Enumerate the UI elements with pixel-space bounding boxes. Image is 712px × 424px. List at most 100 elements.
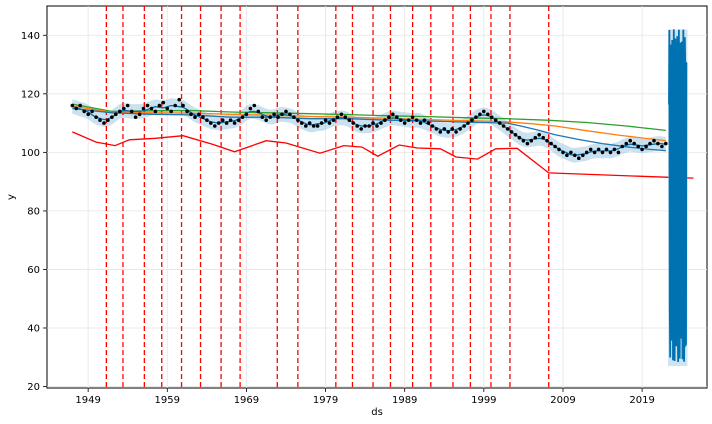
observed-point [573,153,577,158]
x-tick-label: 2009 [550,395,575,406]
y-tick-label: 40 [27,323,40,334]
observed-point [307,121,312,125]
observed-point [553,144,557,149]
observed-point [640,147,644,152]
observed-point [474,115,478,119]
series-line [72,131,694,179]
observed-point [102,121,106,125]
observed-point [296,118,300,122]
x-tick-label: 1969 [234,395,259,406]
observed-point [608,150,613,155]
observed-point [232,121,237,125]
observed-point [660,144,664,149]
observed-point [228,118,233,122]
observed-point [193,115,197,119]
observed-point [236,118,241,122]
observed-point [557,147,561,152]
observed-point [133,115,138,119]
observed-point [387,115,391,119]
observed-point [110,115,114,119]
observed-point [252,103,257,108]
observed-point [209,121,213,125]
observed-point [244,112,249,117]
observed-point [197,112,201,117]
observed-point [70,103,75,108]
observed-point [577,156,581,160]
observed-point [664,141,668,146]
observed-point [90,109,94,114]
observed-point [161,100,166,105]
observed-point [367,124,371,128]
observed-point [327,121,332,125]
observed-point [541,135,545,140]
observed-point [505,127,510,131]
observed-point [501,124,506,128]
observed-point [383,118,387,122]
observed-point [319,121,324,125]
observed-point [165,106,170,111]
y-tick-label: 20 [27,382,40,393]
forecast-oscillation [668,29,688,363]
observed-point [644,144,648,149]
x-tick-label: 1999 [471,395,496,406]
observed-point [359,127,364,131]
observed-point [311,124,316,128]
observed-point [537,133,541,137]
observed-point [74,106,79,111]
observed-point [114,112,118,117]
observed-point [584,150,589,155]
observed-point [347,118,352,122]
observed-point [497,121,502,125]
observed-point [153,109,158,114]
observed-point [371,121,375,125]
observed-point [343,115,348,119]
observed-point [588,147,593,152]
observed-point [632,141,636,146]
x-tick-label: 1949 [75,395,100,406]
observed-point [395,115,399,119]
observed-point [525,141,530,146]
x-tick-label: 1979 [313,395,338,406]
y-axis-title: y [6,194,17,200]
observed-point [470,118,474,122]
observed-point [185,109,189,114]
observed-point [173,103,177,108]
observed-point [612,147,617,152]
observed-point [315,124,320,128]
observed-point [517,135,522,140]
observed-point [224,121,229,125]
observed-point [391,112,395,117]
observed-point [284,109,288,114]
observed-point [125,103,130,108]
observed-point [149,106,154,111]
observed-point [422,118,427,122]
observed-point [300,121,304,125]
observed-point [339,112,344,117]
observed-point [414,118,419,122]
observed-point [106,118,110,122]
observed-point [248,106,253,111]
observed-point [509,130,514,134]
uncertainty-area [72,98,666,163]
observed-point [304,124,308,128]
observed-point [268,115,273,119]
observed-point [600,150,605,155]
observed-point [616,150,621,155]
observed-point [398,118,403,122]
observed-point [549,141,553,146]
y-tick-label: 140 [21,31,40,42]
observed-point [78,103,82,108]
observed-point [406,118,411,122]
observed-point [98,118,102,122]
observed-point [335,115,340,119]
observed-point [141,106,146,111]
observed-point [213,124,217,128]
observed-point [402,121,407,125]
observed-point [256,109,261,114]
y-tick-label: 100 [21,148,40,159]
observed-point [264,118,269,122]
observed-point [375,124,379,128]
x-axis-title: ds [371,407,383,418]
observed-point [379,121,383,125]
